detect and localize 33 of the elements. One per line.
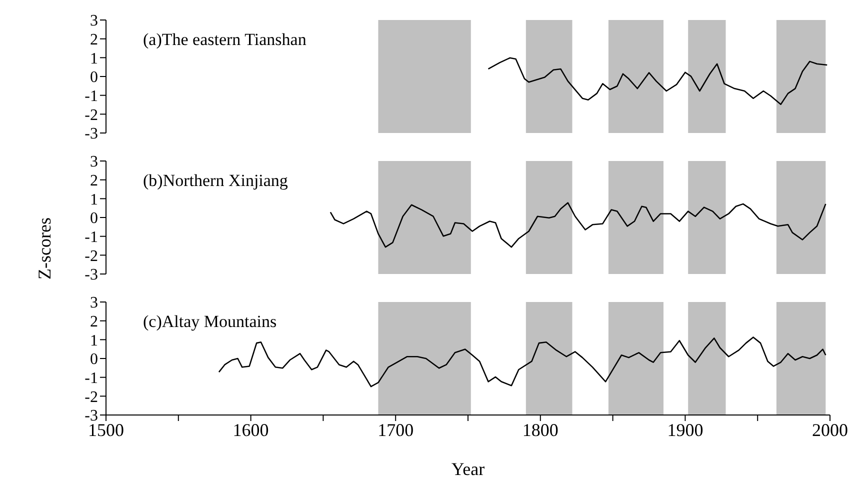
line-series [330, 202, 826, 248]
y-tick-label: -1 [84, 370, 98, 388]
x-tick-label: 1900 [667, 420, 704, 440]
x-tick-label: 1800 [522, 420, 558, 440]
y-tick-label: -1 [84, 88, 98, 106]
text: (a)The eastern Tianshan [143, 30, 306, 50]
line-series [488, 57, 828, 106]
y-tick-label: 1 [90, 50, 98, 68]
line-series [218, 336, 826, 388]
y-tick-label: -2 [84, 388, 98, 406]
x-tick-label: 1600 [232, 420, 269, 440]
y-tick-label: -3 [84, 266, 98, 284]
x-tick-label: 2000 [812, 420, 848, 440]
y-tick-label: 0 [90, 210, 98, 228]
y-tick-label: -3 [84, 126, 98, 143]
y-tick-label: 1 [90, 332, 98, 350]
x-tick-label: 1700 [378, 420, 414, 440]
y-tick-label: 2 [90, 32, 98, 49]
y-tick-label: 0 [90, 69, 98, 86]
y-tick-label: -1 [84, 229, 98, 246]
y-axis-title: Z-scores [34, 218, 54, 280]
y-tick-label: 2 [90, 314, 98, 331]
y-tick-label: -2 [84, 106, 98, 124]
y-tick-label: -2 [84, 248, 98, 265]
y-tick-label: 3 [90, 12, 98, 30]
x-axis-title: Year [451, 459, 485, 479]
y-tick-label: 3 [90, 294, 98, 312]
y-tick-label: 3 [90, 154, 98, 171]
text: (b)Northern Xinjiang [143, 171, 288, 191]
y-tick-label: 0 [90, 351, 98, 368]
y-tick-label: 2 [90, 172, 98, 190]
y-tick-label: 1 [90, 191, 98, 208]
text: (c)Altay Mountains [143, 312, 277, 332]
